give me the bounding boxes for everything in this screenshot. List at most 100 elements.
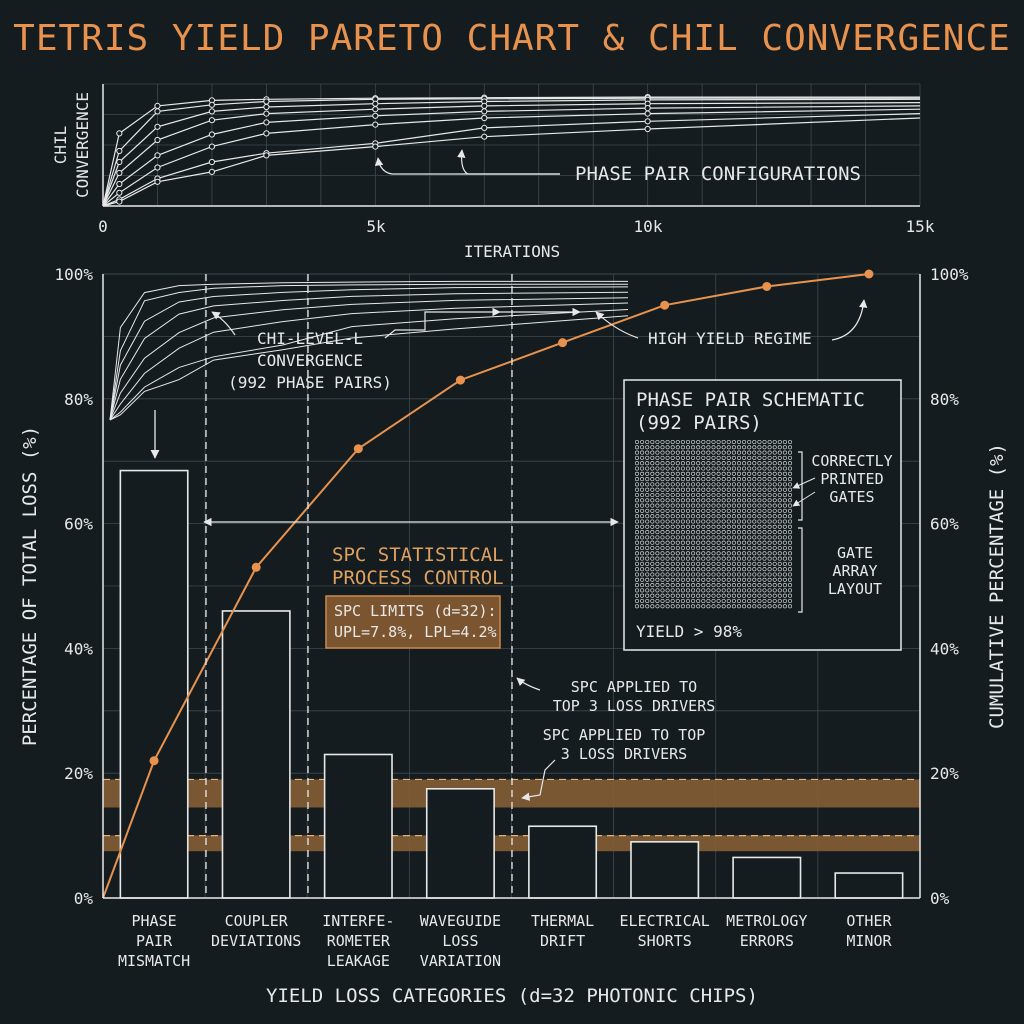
gate-dot [787, 588, 793, 593]
gate-dot [772, 519, 777, 524]
gate-dot [701, 508, 706, 513]
gate-dot [731, 551, 736, 556]
gate-dot [762, 519, 767, 524]
gate-array-label: GATE [837, 544, 873, 562]
gate-dot [645, 508, 650, 513]
gate-dot [726, 577, 731, 582]
gate-dot [691, 577, 696, 582]
gate-dot [757, 604, 762, 609]
gate-dot [782, 477, 787, 482]
gate-dot [762, 556, 767, 561]
gate-dot [685, 577, 691, 582]
gate-dot [660, 524, 665, 529]
pareto-y-label: PERCENTAGE OF TOTAL LOSS (%) [19, 426, 41, 746]
gate-dot [716, 530, 721, 535]
gate-dot [731, 556, 736, 561]
gate-dot [650, 477, 655, 482]
convergence-x-label: ITERATIONS [464, 242, 560, 261]
gate-dot [757, 439, 762, 445]
gate-dot [645, 551, 650, 556]
gate-dot [721, 551, 726, 556]
gate-dot [721, 477, 726, 482]
gate-dot [665, 540, 670, 545]
gate-dot [742, 583, 747, 588]
gate-dot [675, 445, 680, 450]
gate-dot [655, 461, 660, 466]
gate-dot [645, 471, 650, 476]
gate-dot [731, 461, 736, 466]
gate-dot [721, 498, 726, 503]
gate-dot [747, 450, 752, 455]
gate-dot [782, 535, 787, 540]
gate-dot [767, 439, 772, 445]
gate-dot [691, 540, 696, 545]
gate-dot [680, 482, 685, 487]
gate-dot [670, 551, 675, 556]
gate-dot [665, 519, 670, 524]
gate-dot [711, 508, 716, 513]
gate-dot [655, 593, 660, 598]
gate-dot [777, 556, 782, 561]
gate-dot [640, 551, 645, 556]
gate-dot [772, 535, 777, 540]
gate-dot [655, 450, 660, 455]
gate-dot [711, 482, 716, 487]
gate-dot [665, 572, 670, 577]
gate-dot [675, 471, 680, 476]
gate-dot [660, 503, 665, 508]
spc-applied-label: SPC APPLIED TO TOP [543, 726, 706, 744]
gate-dot [665, 482, 670, 487]
convergence-point [481, 114, 488, 122]
gate-dot [772, 588, 777, 593]
gate-dot [645, 535, 650, 540]
gate-dot [665, 445, 670, 450]
gate-dot [747, 466, 752, 471]
gate-dot [721, 598, 726, 604]
gate-dot [777, 503, 782, 508]
gate-dot [660, 498, 665, 503]
gate-dot [752, 556, 757, 561]
gate-dot [752, 445, 757, 450]
gate-dot [716, 508, 721, 513]
gate-dot [650, 561, 655, 566]
gate-dot [762, 445, 767, 450]
gate-dot [721, 508, 726, 513]
gate-dot [752, 604, 757, 609]
gate-dot [731, 455, 736, 460]
gate-dot [706, 466, 711, 471]
gate-dot [691, 450, 696, 455]
gate-dot [762, 598, 767, 604]
gate-dot [675, 535, 680, 540]
gate-dot [752, 477, 757, 482]
gate-dot [650, 439, 655, 445]
gate-dot [680, 508, 685, 513]
high-yield-arrow [595, 311, 639, 339]
gate-dot [767, 572, 772, 577]
gate-dot [757, 471, 762, 476]
gate-dot [701, 503, 706, 508]
gate-dot [742, 514, 747, 519]
gate-dot [701, 477, 706, 482]
gate-dot [716, 471, 721, 476]
y2-tick-label: 20% [930, 764, 959, 783]
gate-dot [736, 530, 742, 535]
convergence-point [372, 121, 379, 128]
gate-dot [716, 593, 721, 598]
gate-dot [655, 577, 660, 582]
gate-dot [655, 439, 660, 445]
gate-dot [701, 492, 706, 498]
chi-level-label: CONVERGENCE [257, 351, 363, 370]
category-label: ROMETER [327, 932, 391, 950]
gate-dot [777, 588, 782, 593]
gate-dot [706, 567, 711, 572]
gate-dot [660, 540, 665, 545]
gate-dot [757, 455, 762, 460]
gate-dot [782, 487, 787, 492]
gate-dot [675, 514, 680, 519]
gate-dot [675, 598, 680, 604]
gate-dot [777, 577, 782, 582]
gate-dot [706, 561, 711, 566]
gate-dot [660, 466, 665, 471]
gate-dot [772, 450, 777, 455]
gate-dot [716, 466, 721, 471]
